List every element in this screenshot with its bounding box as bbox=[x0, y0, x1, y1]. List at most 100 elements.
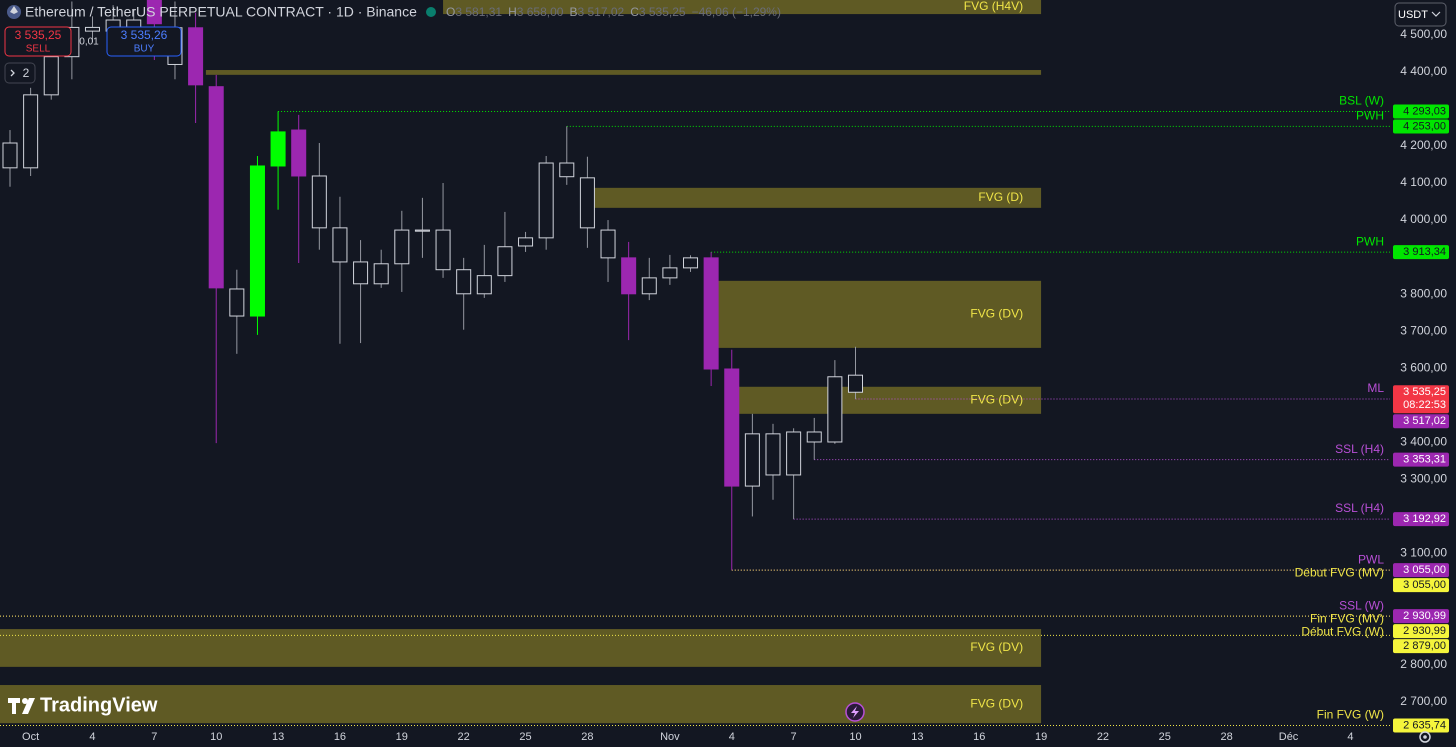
indicators-toggle[interactable] bbox=[4, 62, 36, 84]
candle-body bbox=[703, 257, 719, 370]
level-label: PWL bbox=[1358, 552, 1384, 566]
x-tick-label: 13 bbox=[272, 731, 284, 743]
sell-label: SELL bbox=[26, 44, 51, 55]
currency-chevron bbox=[1431, 11, 1441, 17]
level-price-box bbox=[1393, 609, 1449, 624]
y-tick-label: 4 200,00 bbox=[1400, 138, 1447, 152]
x-tick-label: 19 bbox=[396, 731, 408, 743]
settings-icon-center bbox=[1423, 735, 1427, 739]
sell-button[interactable] bbox=[4, 26, 72, 57]
level-label: PWH bbox=[1356, 234, 1384, 248]
fvg-label: FVG (H4V) bbox=[964, 0, 1023, 13]
level-label: SSL (W) bbox=[1339, 598, 1384, 612]
y-tick-label: 3 100,00 bbox=[1400, 546, 1447, 560]
candle-body bbox=[2, 142, 18, 169]
candle-body bbox=[249, 165, 265, 317]
x-tick-label: 22 bbox=[458, 731, 470, 743]
candle-body bbox=[394, 229, 410, 265]
level-price: 3 517,02 bbox=[1403, 415, 1446, 427]
candle-body bbox=[827, 376, 843, 443]
candle-body bbox=[476, 275, 492, 295]
x-tick-label: 7 bbox=[791, 731, 797, 743]
x-tick-label: 28 bbox=[581, 731, 593, 743]
level-label: ML bbox=[1367, 381, 1384, 395]
x-tick-label: 16 bbox=[973, 731, 985, 743]
time-axis: Oct 4 7 10 13 16 19 22 25 28 Nov 4 7 10 13 16 19 22 25 28 Dé… bbox=[22, 731, 1353, 743]
ohlc-key: C bbox=[630, 5, 639, 19]
countdown: 08:22:53 bbox=[1403, 399, 1446, 411]
level-price-box bbox=[1393, 104, 1449, 119]
candle-body bbox=[126, 19, 142, 28]
candle-body bbox=[641, 277, 657, 295]
ohlc-key: B bbox=[569, 5, 577, 19]
candle-body bbox=[353, 261, 369, 285]
fvg-zone bbox=[205, 70, 1042, 75]
x-tick-label: 25 bbox=[519, 731, 531, 743]
level-price: 2 635,74 bbox=[1403, 719, 1446, 731]
brand: TradingView bbox=[40, 694, 158, 716]
candle-body bbox=[291, 129, 307, 177]
settings-icon[interactable] bbox=[1419, 731, 1431, 743]
plot-area: FVG (H4V) FVG (D) FVG (DV) FVG (DV) FVG (DV)… bbox=[0, 0, 1390, 727]
level-label: Début FVG (MV) bbox=[1295, 565, 1384, 579]
fvg-label: FVG (DV) bbox=[970, 392, 1023, 406]
ohlc-value: 3 658,00 bbox=[517, 5, 564, 19]
fvg-label: FVG (DV) bbox=[970, 307, 1023, 321]
y-tick-label: 3 800,00 bbox=[1400, 286, 1447, 300]
y-tick-label: 3 400,00 bbox=[1400, 435, 1447, 449]
candle-body bbox=[538, 162, 554, 239]
y-tick-label: 3 300,00 bbox=[1400, 472, 1447, 486]
last-price: 3 535,25 bbox=[1403, 386, 1446, 398]
currency: USDT bbox=[1398, 9, 1428, 21]
level-price-box bbox=[1393, 414, 1449, 429]
brand-logo bbox=[8, 698, 35, 714]
x-tick-label: 4 bbox=[89, 731, 95, 743]
level-price-box bbox=[1393, 563, 1449, 578]
y-tick-label: 4 500,00 bbox=[1400, 27, 1447, 41]
candle-body bbox=[373, 263, 389, 285]
level-price-box bbox=[1393, 245, 1449, 260]
ohlc-key: O bbox=[446, 5, 455, 19]
x-tick-label: 28 bbox=[1221, 731, 1233, 743]
x-tick-label: 10 bbox=[849, 731, 861, 743]
y-tick-label: 2 700,00 bbox=[1400, 694, 1447, 708]
fvg-label: FVG (D) bbox=[978, 190, 1023, 204]
buy-label: BUY bbox=[134, 44, 155, 55]
x-tick-label: 4 bbox=[1347, 731, 1353, 743]
fvg-zone bbox=[737, 386, 1042, 414]
level-price: 2 879,00 bbox=[1403, 640, 1446, 652]
level-price: 3 055,00 bbox=[1403, 579, 1446, 591]
candle-body bbox=[806, 431, 822, 443]
candle-body bbox=[23, 94, 39, 169]
symbol-title[interactable]: Ethereum / TetherUS PERPETUAL CONTRACT ·… bbox=[25, 4, 417, 20]
price-boxes: 4 293,03 4 253,00 3 913,34 3 535,2508:22:53… bbox=[1393, 104, 1449, 733]
ohlc-value: 3 581,31 bbox=[455, 5, 502, 19]
fvg-zone bbox=[717, 280, 1042, 348]
y-tick-label: 3 600,00 bbox=[1400, 360, 1447, 374]
y-tick-label: 4 400,00 bbox=[1400, 64, 1447, 78]
x-tick-label: 13 bbox=[911, 731, 923, 743]
candle-body bbox=[188, 27, 204, 86]
x-tick-label: 22 bbox=[1097, 731, 1109, 743]
buy-button[interactable] bbox=[106, 26, 182, 57]
candle-body bbox=[229, 288, 245, 317]
y-tick-label: 3 700,00 bbox=[1400, 323, 1447, 337]
x-tick-label: Oct bbox=[22, 731, 39, 743]
levels bbox=[0, 111, 1390, 727]
candle-body bbox=[847, 374, 863, 393]
level-label: SSL (H4) bbox=[1335, 442, 1384, 456]
x-tick-label: 7 bbox=[151, 731, 157, 743]
fvg-label: FVG (DV) bbox=[970, 696, 1023, 710]
currency-button[interactable] bbox=[1394, 2, 1447, 27]
candle-body bbox=[662, 267, 678, 279]
candle-body bbox=[270, 131, 286, 167]
zones bbox=[0, 0, 1042, 724]
y-tick-label: 4 000,00 bbox=[1400, 212, 1447, 226]
y-tick-label: 2 800,00 bbox=[1400, 657, 1447, 671]
candle-body bbox=[786, 431, 802, 476]
level-price: 4 253,00 bbox=[1403, 120, 1446, 132]
candle-body bbox=[497, 246, 513, 277]
level-price: 2 930,99 bbox=[1403, 610, 1446, 622]
candle-body bbox=[208, 86, 224, 289]
candles bbox=[2, 0, 863, 571]
